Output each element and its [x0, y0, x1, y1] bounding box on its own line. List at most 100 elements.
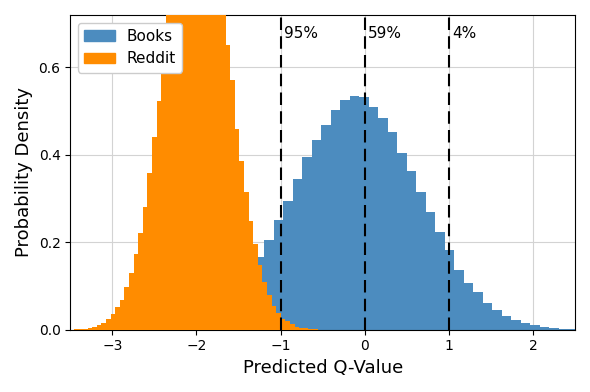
Bar	[217, 0, 221, 330]
Bar	[171, 0, 175, 330]
Bar	[133, 254, 138, 330]
Bar	[340, 100, 350, 330]
Bar	[248, 221, 253, 330]
Bar	[350, 96, 359, 330]
Bar	[141, 329, 150, 330]
Bar	[283, 201, 293, 330]
Bar	[106, 319, 110, 330]
Legend: Books, Reddit: Books, Reddit	[78, 23, 182, 73]
Bar	[132, 329, 141, 330]
Y-axis label: Probability Density: Probability Density	[15, 87, 33, 258]
Bar	[322, 125, 331, 330]
Bar	[271, 306, 276, 330]
Text: 4%: 4%	[452, 26, 477, 41]
Bar	[483, 303, 492, 330]
Bar	[286, 321, 290, 330]
Bar	[464, 283, 473, 330]
Bar	[150, 328, 160, 330]
Bar	[568, 329, 578, 330]
Bar	[230, 80, 235, 330]
Bar	[435, 232, 445, 330]
Bar	[530, 325, 540, 330]
Bar	[263, 282, 267, 330]
Bar	[92, 327, 97, 330]
Bar	[143, 207, 148, 330]
Bar	[166, 15, 171, 330]
Bar	[244, 192, 248, 330]
Bar	[169, 326, 179, 330]
Bar	[281, 319, 286, 330]
Bar	[97, 325, 101, 330]
Bar	[511, 320, 521, 330]
Bar	[207, 0, 212, 330]
Bar	[179, 0, 184, 330]
Bar	[83, 329, 87, 330]
Bar	[397, 153, 407, 330]
Bar	[492, 310, 502, 330]
Bar	[138, 232, 143, 330]
Bar	[225, 45, 230, 330]
Bar	[212, 0, 217, 330]
Bar	[473, 292, 483, 330]
Bar	[245, 275, 255, 330]
Bar	[202, 0, 207, 330]
Bar	[293, 179, 303, 330]
Bar	[549, 328, 559, 330]
Bar	[160, 327, 169, 330]
Bar	[454, 270, 464, 330]
X-axis label: Predicted Q-Value: Predicted Q-Value	[242, 359, 403, 377]
Bar	[407, 171, 417, 330]
Bar	[189, 0, 194, 330]
Bar	[299, 328, 304, 330]
Bar	[369, 107, 378, 330]
Bar	[253, 244, 258, 330]
Bar	[198, 318, 208, 330]
Bar	[148, 173, 152, 330]
Bar	[184, 0, 189, 330]
Bar	[578, 329, 587, 330]
Bar	[208, 312, 217, 330]
Bar	[359, 97, 369, 330]
Bar	[303, 157, 312, 330]
Bar	[290, 324, 294, 330]
Bar	[188, 321, 198, 330]
Bar	[540, 327, 549, 330]
Bar	[255, 257, 264, 330]
Bar	[235, 129, 240, 330]
Bar	[124, 287, 129, 330]
Bar	[521, 323, 530, 330]
Bar	[227, 298, 236, 330]
Bar	[179, 324, 188, 330]
Bar	[175, 0, 179, 330]
Bar	[426, 212, 435, 330]
Bar	[236, 286, 245, 330]
Bar	[129, 273, 133, 330]
Bar	[304, 328, 309, 330]
Bar	[217, 305, 227, 330]
Bar	[331, 110, 340, 330]
Bar	[388, 132, 397, 330]
Bar	[110, 314, 115, 330]
Bar	[152, 137, 156, 330]
Bar	[312, 140, 322, 330]
Bar	[156, 101, 161, 330]
Bar	[198, 0, 202, 330]
Bar	[101, 323, 106, 330]
Bar	[87, 328, 92, 330]
Bar	[267, 294, 271, 330]
Bar	[115, 307, 120, 330]
Bar	[309, 329, 313, 330]
Bar	[294, 327, 299, 330]
Bar	[417, 192, 426, 330]
Text: 95%: 95%	[284, 26, 318, 41]
Bar	[194, 0, 198, 330]
Bar	[313, 329, 317, 330]
Bar	[274, 220, 283, 330]
Bar	[78, 329, 83, 330]
Bar	[264, 240, 274, 330]
Text: 59%: 59%	[368, 26, 402, 41]
Bar	[221, 11, 225, 330]
Bar	[161, 63, 166, 330]
Bar	[502, 316, 511, 330]
Bar	[240, 161, 244, 330]
